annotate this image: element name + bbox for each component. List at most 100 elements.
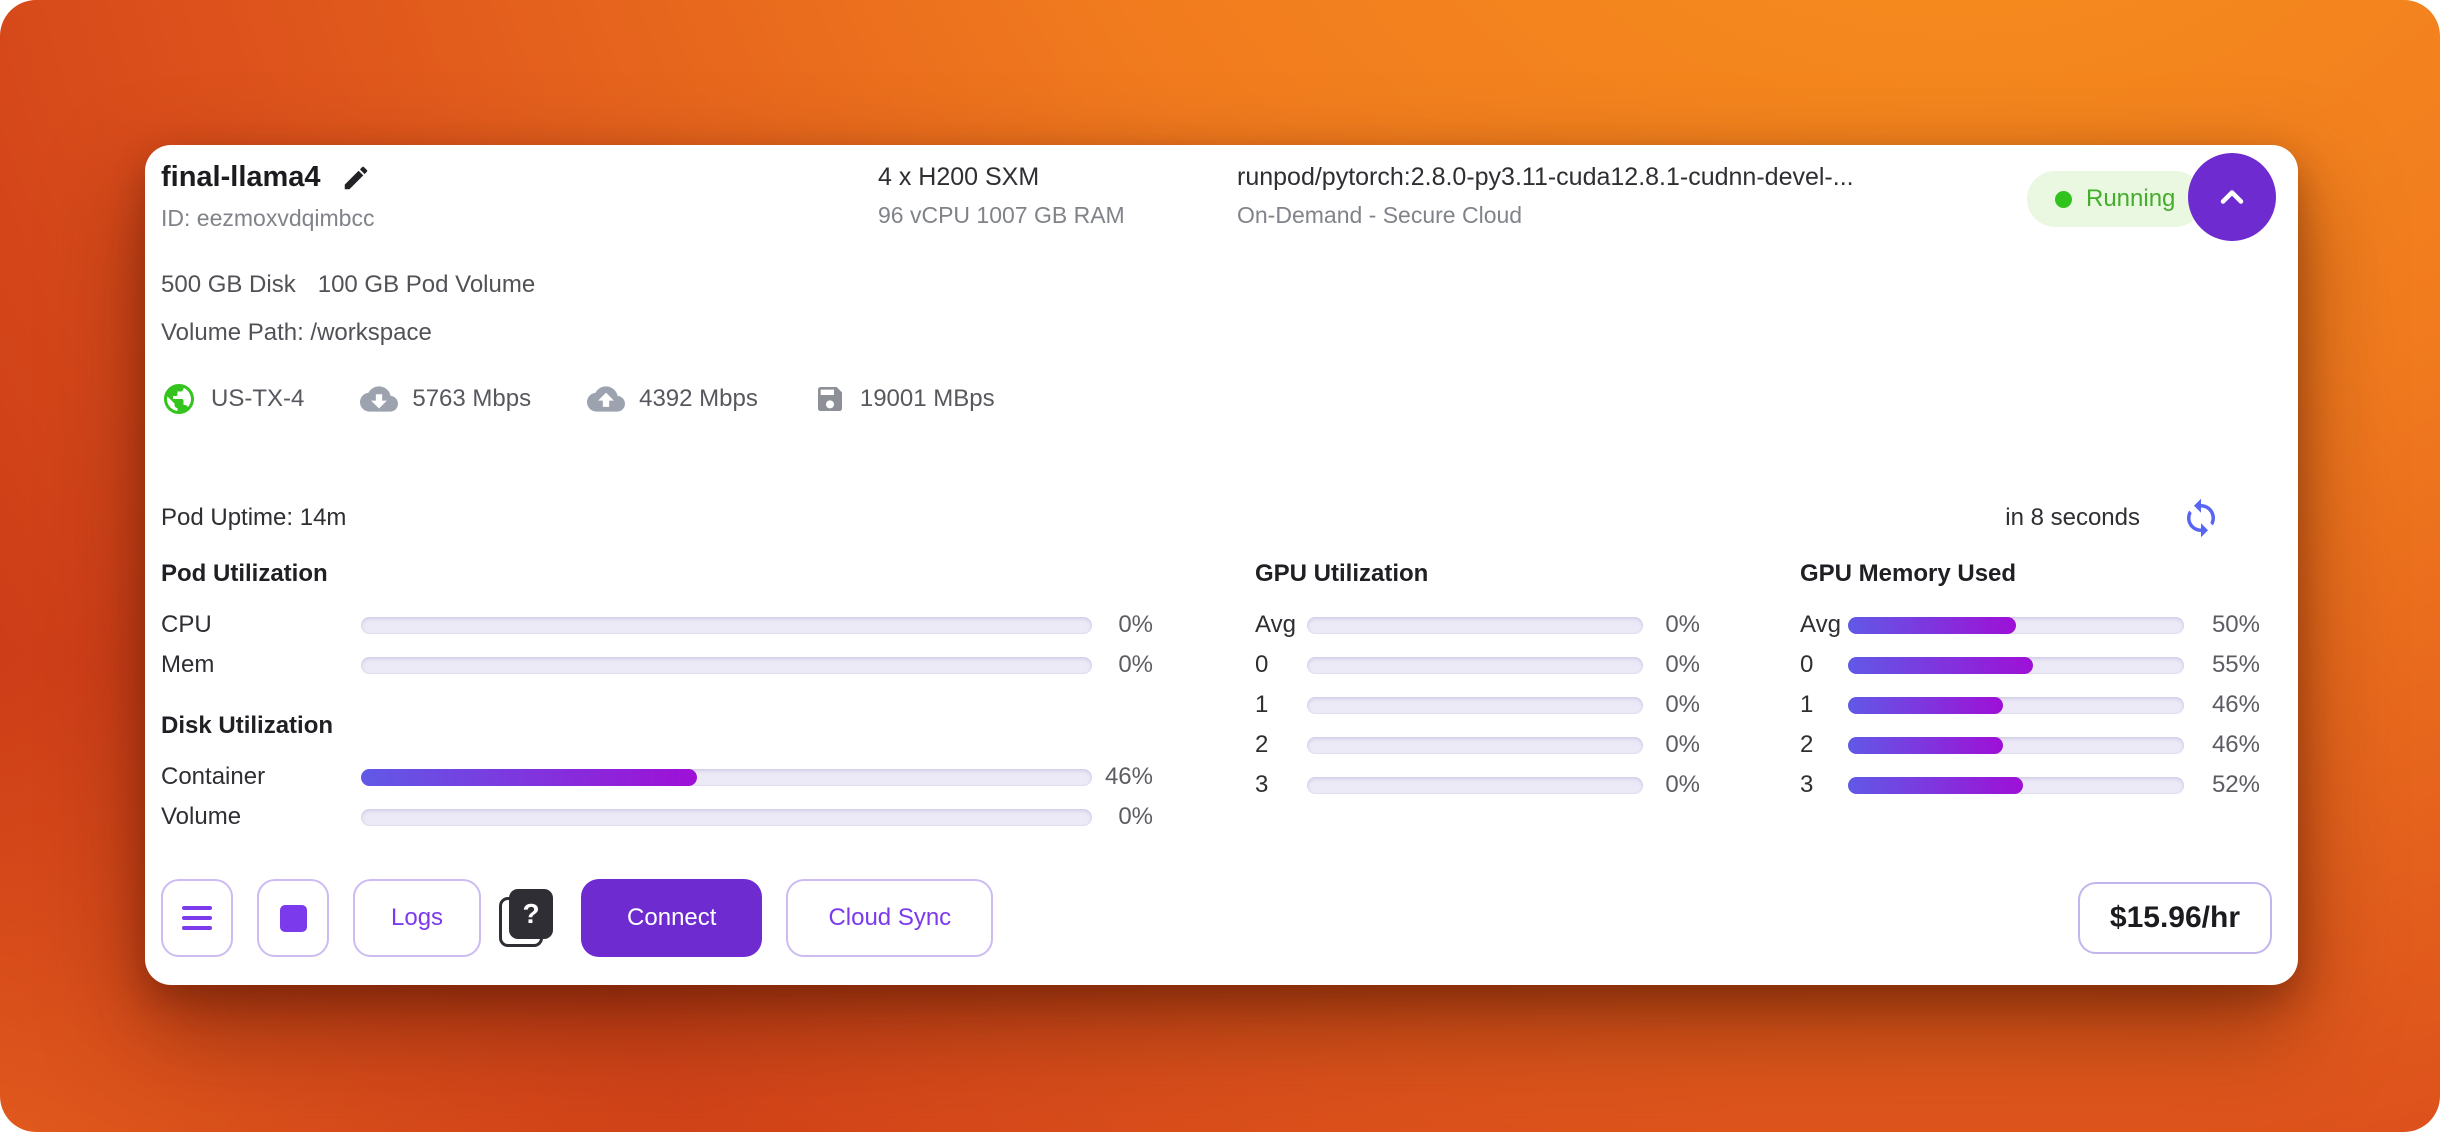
metric-row: 1 0% — [1255, 685, 1700, 725]
metric-value: 0% — [1665, 611, 1700, 638]
cloud-type: On-Demand - Secure Cloud — [1237, 202, 1523, 228]
progress-fill — [1848, 776, 2023, 794]
hamburger-icon — [182, 906, 212, 930]
network-row: US-TX-4 5763 Mbps 4392 Mbps 19001 MBps — [161, 375, 995, 423]
metric-row: 0 0% — [1255, 645, 1700, 685]
refresh-button[interactable] — [2180, 497, 2222, 539]
metric-row: 3 0% — [1255, 765, 1700, 805]
progress-track — [1848, 616, 2184, 634]
pod-uptime: Pod Uptime: 14m — [161, 504, 347, 531]
progress-track — [1307, 696, 1643, 714]
pod-id: ID: eezmoxvdqimbcc — [161, 205, 375, 231]
disk-throughput-label: 19001 MBps — [859, 385, 995, 412]
help-docs-button[interactable]: ? — [499, 889, 555, 947]
progress-fill — [1848, 616, 2016, 634]
disk-icon — [817, 387, 842, 411]
progress-track — [361, 768, 1092, 786]
logs-button[interactable]: Logs — [353, 879, 482, 957]
metric-row: Avg 0% — [1255, 605, 1700, 645]
metric-row: CPU 0% — [161, 605, 1153, 645]
metric-label: 3 — [1255, 771, 1269, 798]
metric-label: Avg — [1255, 611, 1296, 638]
progress-track — [361, 616, 1092, 634]
metric-label: 2 — [1255, 731, 1269, 758]
download-speed-label: 5763 Mbps — [412, 385, 532, 412]
gpu-memory-section: GPU Memory Used Avg 50% 0 55% 1 46% 2 46% 3 52% — [1800, 559, 2260, 805]
metric-label: 0 — [1800, 651, 1814, 678]
upload-speed-label: 4392 Mbps — [639, 385, 758, 412]
footer-buttons: Logs ? Connect Cloud Sync — [161, 879, 994, 957]
section-title: GPU Memory Used — [1800, 560, 2017, 587]
metric-value: 0% — [1665, 651, 1700, 678]
image-block: runpod/pytorch:2.8.0-py3.11-cuda12.8.1-c… — [1237, 163, 1977, 229]
progress-track — [1848, 696, 2184, 714]
collapse-button[interactable] — [2188, 153, 2276, 241]
volume-path: Volume Path: /workspace — [161, 319, 432, 346]
metric-value: 0% — [1665, 731, 1700, 758]
metric-value: 0% — [1665, 771, 1700, 798]
progress-track — [1848, 776, 2184, 794]
metric-label: 0 — [1255, 651, 1269, 678]
price-badge: $15.96/hr — [2077, 882, 2272, 954]
refresh-countdown: in 8 seconds — [2005, 504, 2140, 531]
refresh-icon — [2187, 498, 2215, 538]
progress-fill — [361, 768, 698, 786]
disk-throughput-item: 19001 MBps — [814, 383, 995, 415]
edit-pencil-icon[interactable] — [341, 163, 371, 193]
pod-specs: 4 x H200 SXM 96 vCPU 1007 GB RAM — [878, 163, 1125, 229]
metric-value: 0% — [1665, 691, 1700, 718]
metric-row: 3 52% — [1800, 765, 2260, 805]
metric-label: 2 — [1800, 731, 1814, 758]
datacenter-label: US-TX-4 — [211, 385, 305, 412]
progress-track — [1307, 656, 1643, 674]
stop-button[interactable] — [257, 879, 329, 957]
datacenter-item: US-TX-4 — [161, 381, 304, 417]
metric-label: Avg — [1800, 611, 1841, 638]
menu-button[interactable] — [161, 879, 233, 957]
pod-volume-size: 100 GB Pod Volume — [317, 271, 536, 298]
metric-value: 52% — [2211, 771, 2260, 798]
metric-label: 3 — [1800, 771, 1814, 798]
status-badge: Running — [2027, 171, 2204, 227]
metric-row: 1 46% — [1800, 685, 2260, 725]
connect-button[interactable]: Connect — [581, 879, 763, 957]
cloud-sync-button[interactable]: Cloud Sync — [786, 879, 994, 957]
storage-line: 500 GB Disk 100 GB Pod Volume — [161, 271, 535, 299]
status-dot-icon — [2055, 190, 2072, 208]
section-title: Pod Utilization — [161, 560, 328, 587]
disk-size: 500 GB Disk — [161, 271, 296, 298]
metric-row: Avg 50% — [1800, 605, 2260, 645]
progress-track — [1307, 616, 1643, 634]
progress-fill — [1848, 696, 2003, 714]
metric-label: Mem — [161, 651, 215, 678]
uptime-row: Pod Uptime: 14m in 8 seconds — [161, 497, 2278, 539]
gpu-utilization-section: GPU Utilization Avg 0% 0 0% 1 0% 2 0% 3 0% — [1255, 559, 1700, 805]
progress-fill — [1848, 656, 2033, 674]
progress-track — [1848, 736, 2184, 754]
footer-actions: Logs ? Connect Cloud Sync $15.96/hr — [161, 875, 2272, 961]
progress-fill — [1848, 736, 2003, 754]
metrics-area: Pod Utilization CPU 0% Mem 0% Disk Utilizat… — [161, 559, 2282, 871]
refresh-group: in 8 seconds — [2005, 497, 2222, 539]
progress-track — [1307, 776, 1643, 794]
pod-disk-metrics-column: Pod Utilization CPU 0% Mem 0% Disk Utilizat… — [161, 559, 1153, 837]
status-label: Running — [2086, 185, 2176, 212]
metric-row: Volume 0% — [161, 797, 1153, 837]
metric-row: 2 46% — [1800, 725, 2260, 765]
upload-speed-item: 4392 Mbps — [587, 380, 758, 418]
pod-card: final-llama4 ID: eezmoxvdqimbcc 4 x H200… — [145, 145, 2298, 985]
metric-row: 0 55% — [1800, 645, 2260, 685]
metric-value: 0% — [1118, 803, 1153, 830]
metric-value: 46% — [1104, 763, 1153, 790]
metric-value: 0% — [1118, 651, 1153, 678]
chevron-up-icon — [2220, 190, 2244, 204]
metric-label: Container — [161, 763, 266, 790]
cloud-upload-icon — [587, 386, 626, 412]
pod-utilization-section: Pod Utilization CPU 0% Mem 0% — [161, 559, 1153, 685]
question-mark-icon: ? — [509, 889, 554, 939]
disk-utilization-section: Disk Utilization Container 46% Volume 0% — [161, 711, 1153, 837]
metric-label: 1 — [1800, 691, 1814, 718]
image-name: runpod/pytorch:2.8.0-py3.11-cuda12.8.1-c… — [1237, 163, 1854, 191]
metric-row: Container 46% — [161, 757, 1153, 797]
